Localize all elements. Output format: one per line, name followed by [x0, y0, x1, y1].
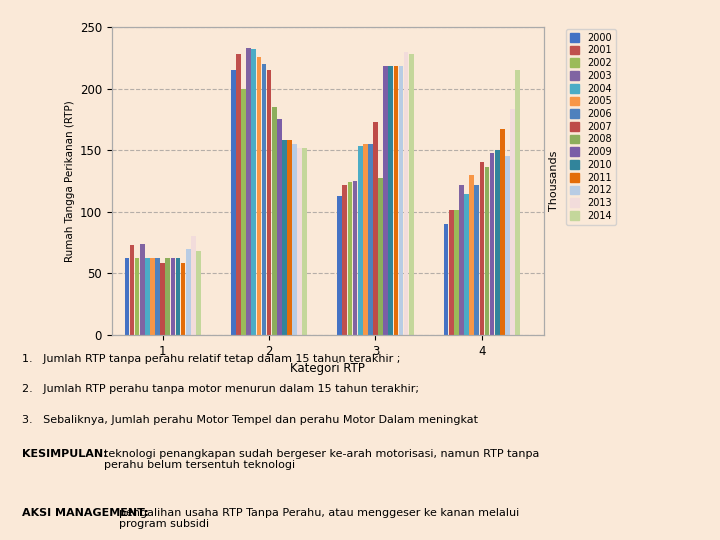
Bar: [449, 211, 454, 335]
Bar: [266, 70, 271, 335]
Bar: [292, 144, 297, 335]
Bar: [464, 194, 469, 335]
Y-axis label: Rumah Tangga Perikanan (RTP): Rumah Tangga Perikanan (RTP): [66, 100, 76, 262]
Bar: [485, 167, 490, 335]
Bar: [358, 146, 362, 335]
Bar: [353, 181, 357, 335]
Text: teknologi penangkapan sudah bergeser ke-arah motorisasi, namun RTP tanpa
perahu : teknologi penangkapan sudah bergeser ke-…: [104, 449, 540, 470]
Bar: [181, 264, 186, 335]
Bar: [156, 259, 160, 335]
Bar: [150, 259, 155, 335]
Bar: [272, 107, 276, 335]
Bar: [166, 259, 170, 335]
Bar: [125, 259, 130, 335]
Bar: [363, 144, 368, 335]
Bar: [383, 66, 388, 335]
Bar: [368, 144, 373, 335]
Bar: [261, 64, 266, 335]
Bar: [135, 259, 140, 335]
Bar: [459, 185, 464, 335]
Bar: [516, 70, 520, 335]
Text: 1.   Jumlah RTP tanpa perahu relatif tetap dalam 15 tahun terakhir ;: 1. Jumlah RTP tanpa perahu relatif tetap…: [22, 354, 400, 364]
Bar: [454, 211, 459, 335]
Bar: [251, 49, 256, 335]
Bar: [287, 140, 292, 335]
Bar: [130, 245, 135, 335]
Legend: 2000, 2001, 2002, 2003, 2004, 2005, 2006, 2007, 2008, 2009, 2010, 2011, 2012, 20: 2000, 2001, 2002, 2003, 2004, 2005, 2006…: [566, 29, 616, 225]
Bar: [338, 195, 342, 335]
Bar: [196, 251, 201, 335]
Bar: [186, 248, 191, 335]
Bar: [171, 259, 175, 335]
Text: AKSI MANAGEMENT:: AKSI MANAGEMENT:: [22, 508, 148, 518]
Bar: [191, 237, 196, 335]
Bar: [378, 178, 383, 335]
Text: pengalihan usaha RTP Tanpa Perahu, atau menggeser ke kanan melalui
program subsi: pengalihan usaha RTP Tanpa Perahu, atau …: [119, 508, 519, 529]
Text: KESIMPULAN:: KESIMPULAN:: [22, 449, 107, 459]
Bar: [297, 147, 302, 335]
Bar: [394, 66, 398, 335]
Bar: [277, 119, 282, 335]
Bar: [348, 182, 352, 335]
Bar: [490, 153, 495, 335]
Bar: [480, 163, 485, 335]
Y-axis label: Thousands: Thousands: [549, 151, 559, 211]
Bar: [510, 110, 515, 335]
Bar: [236, 54, 240, 335]
X-axis label: Kategori RTP: Kategori RTP: [290, 362, 365, 375]
Bar: [474, 185, 479, 335]
Bar: [373, 122, 378, 335]
Bar: [343, 185, 347, 335]
Bar: [389, 66, 393, 335]
Bar: [469, 175, 474, 335]
Bar: [500, 129, 505, 335]
Bar: [161, 264, 165, 335]
Bar: [140, 244, 145, 335]
Bar: [246, 48, 251, 335]
Bar: [404, 52, 408, 335]
Bar: [444, 224, 449, 335]
Bar: [505, 156, 510, 335]
Bar: [145, 259, 150, 335]
Bar: [231, 70, 235, 335]
Bar: [176, 259, 180, 335]
Bar: [302, 147, 307, 335]
Bar: [399, 66, 403, 335]
Bar: [241, 89, 246, 335]
Bar: [282, 140, 287, 335]
Bar: [409, 54, 413, 335]
Text: 2.   Jumlah RTP perahu tanpa motor menurun dalam 15 tahun terakhir;: 2. Jumlah RTP perahu tanpa motor menurun…: [22, 384, 418, 395]
Bar: [495, 150, 500, 335]
Bar: [256, 57, 261, 335]
Text: 3.   Sebaliknya, Jumlah perahu Motor Tempel dan perahu Motor Dalam meningkat: 3. Sebaliknya, Jumlah perahu Motor Tempe…: [22, 415, 477, 426]
